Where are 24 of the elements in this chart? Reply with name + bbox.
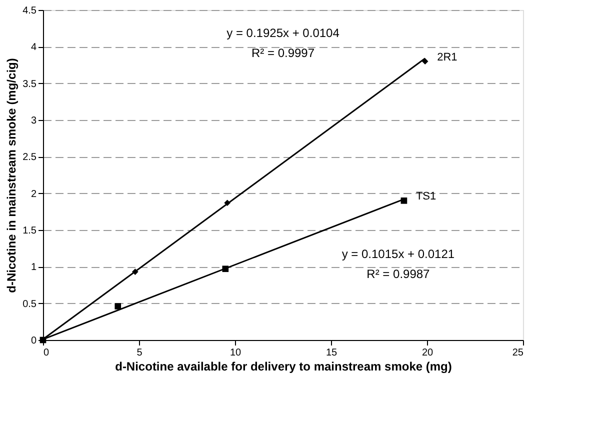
annotation: y = 0.1015x + 0.0121 bbox=[342, 247, 455, 262]
y-tick-label: 3.5 bbox=[22, 78, 37, 90]
y-tick-label: 3 bbox=[30, 116, 37, 126]
y-tick-label: 4.5 bbox=[22, 6, 37, 16]
x-tick-label: 10 bbox=[230, 348, 242, 358]
y-axis-title: d-Nicotine in mainstream smoke (mg/cig) bbox=[4, 58, 19, 293]
y-tick-label: 2 bbox=[30, 188, 37, 200]
x-tick-label: 0 bbox=[44, 348, 50, 358]
x-tick-label: 25 bbox=[512, 348, 524, 358]
x-tick-label: 15 bbox=[326, 348, 338, 358]
annotation: y = 0.1925x + 0.0104 bbox=[226, 26, 340, 40]
y-tick-label: 1 bbox=[30, 262, 37, 274]
y-tick-label: 2.5 bbox=[22, 152, 37, 164]
annotation: R² = 0.9987 bbox=[366, 267, 430, 281]
y-tick-label: 0.5 bbox=[22, 298, 37, 310]
x-axis-title: d-Nicotine available for delivery to mainstream smoke (mg) bbox=[115, 360, 452, 374]
y-tick-label: 4 bbox=[30, 42, 37, 54]
x-tick-label: 5 bbox=[136, 348, 143, 358]
series-label: TS1 bbox=[416, 190, 436, 203]
annotation: R² = 0.9997 bbox=[251, 46, 315, 60]
y-tick-label: 0 bbox=[30, 336, 37, 346]
y-tick-label: 1.5 bbox=[22, 226, 37, 236]
x-tick-label: 20 bbox=[422, 348, 434, 358]
series-label: 2R1 bbox=[437, 51, 458, 64]
